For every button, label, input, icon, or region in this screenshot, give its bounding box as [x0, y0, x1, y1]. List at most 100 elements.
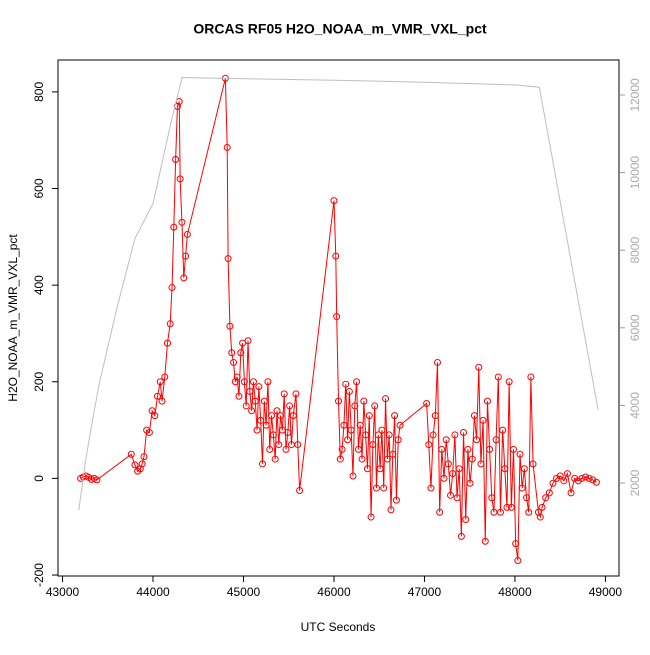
data-point: [224, 255, 232, 263]
data-point: [425, 441, 433, 449]
data-point: [438, 445, 446, 453]
data-point: [277, 412, 285, 420]
data-point: [449, 470, 457, 478]
data-point: [264, 378, 272, 386]
data-point: [545, 489, 553, 497]
data-point: [235, 392, 243, 400]
data-point: [486, 445, 494, 453]
data-point: [340, 421, 348, 429]
data-point: [509, 445, 517, 453]
data-point: [356, 421, 364, 429]
data-point: [367, 513, 375, 521]
data-point: [292, 390, 300, 398]
data-point: [527, 373, 535, 381]
data-point: [266, 445, 274, 453]
data-point: [248, 407, 256, 415]
y-tick-label: 0: [32, 475, 46, 482]
data-point: [516, 450, 524, 458]
x-axis-label: UTC Seconds: [301, 620, 376, 634]
data-point: [529, 460, 537, 468]
data-point: [262, 421, 270, 429]
data-point: [382, 395, 390, 403]
data-point: [349, 472, 357, 480]
data-point: [378, 426, 386, 434]
y-axis-label: H2O_NOAA_m_VMR_VXL_pct: [6, 234, 20, 402]
data-point: [163, 339, 171, 347]
data-point: [333, 313, 341, 321]
data-point: [374, 431, 382, 439]
data-point: [257, 416, 265, 424]
data-point: [574, 477, 582, 485]
x-tick-label: 44000: [136, 585, 170, 599]
data-point: [507, 503, 515, 511]
data-point: [156, 378, 164, 386]
data-point: [563, 470, 571, 478]
data-point: [183, 230, 191, 238]
data-point: [455, 465, 463, 473]
data-point: [296, 486, 304, 494]
data-point: [582, 473, 590, 481]
x-tick-label: 49000: [589, 585, 623, 599]
data-point: [351, 402, 359, 410]
data-point: [158, 397, 166, 405]
data-point: [534, 508, 542, 516]
y-tick-label: 800: [32, 82, 46, 102]
plot-frame: [57, 59, 620, 577]
data-point: [258, 460, 266, 468]
data-point: [166, 320, 174, 328]
data-line: [78, 77, 599, 511]
data-point: [556, 472, 564, 480]
y-tick-label: 600: [32, 178, 46, 198]
data-point: [473, 436, 481, 444]
data-point: [501, 465, 509, 473]
data-point: [335, 397, 342, 405]
data-point: [228, 349, 236, 357]
data-point: [542, 494, 550, 502]
data-point: [338, 445, 346, 453]
data-point: [246, 387, 254, 395]
data-point: [392, 496, 400, 504]
data-point: [470, 412, 478, 420]
data-point: [490, 508, 498, 516]
data-point: [376, 465, 384, 473]
data-point: [462, 515, 470, 523]
data-point: [477, 460, 485, 468]
data-point: [260, 397, 268, 405]
data-point: [286, 402, 294, 410]
data-point: [578, 474, 586, 482]
x-tick-label: 46000: [317, 585, 351, 599]
data-point: [282, 445, 290, 453]
y-tick-label: -200: [32, 563, 46, 587]
data-point: [383, 455, 391, 463]
data-point: [180, 274, 188, 282]
data-point: [145, 429, 153, 437]
data-point: [567, 489, 575, 497]
data-point: [460, 429, 468, 437]
y2-tick-label: 4000: [628, 392, 642, 419]
data-point: [585, 474, 593, 482]
data-point: [240, 378, 248, 386]
data-point: [342, 380, 350, 388]
data-point: [255, 383, 263, 391]
data-point: [433, 358, 441, 366]
data-point: [237, 349, 245, 357]
data-point: [93, 476, 101, 484]
data-point: [380, 484, 388, 492]
data-point: [154, 392, 162, 400]
data-point: [330, 197, 338, 205]
data-point: [244, 337, 252, 345]
data-point: [453, 494, 461, 502]
data-point: [389, 450, 397, 458]
data-point: [514, 557, 522, 565]
y-tick-label: 200: [32, 371, 46, 391]
data-point: [457, 532, 465, 540]
data-point: [249, 378, 257, 386]
data-point: [503, 503, 511, 511]
data-point: [363, 465, 371, 473]
data-point: [396, 421, 404, 429]
data-point: [294, 441, 302, 449]
data-point: [494, 373, 502, 381]
data-point: [280, 390, 288, 398]
x-tick-label: 45000: [227, 585, 261, 599]
data-point: [488, 494, 496, 502]
